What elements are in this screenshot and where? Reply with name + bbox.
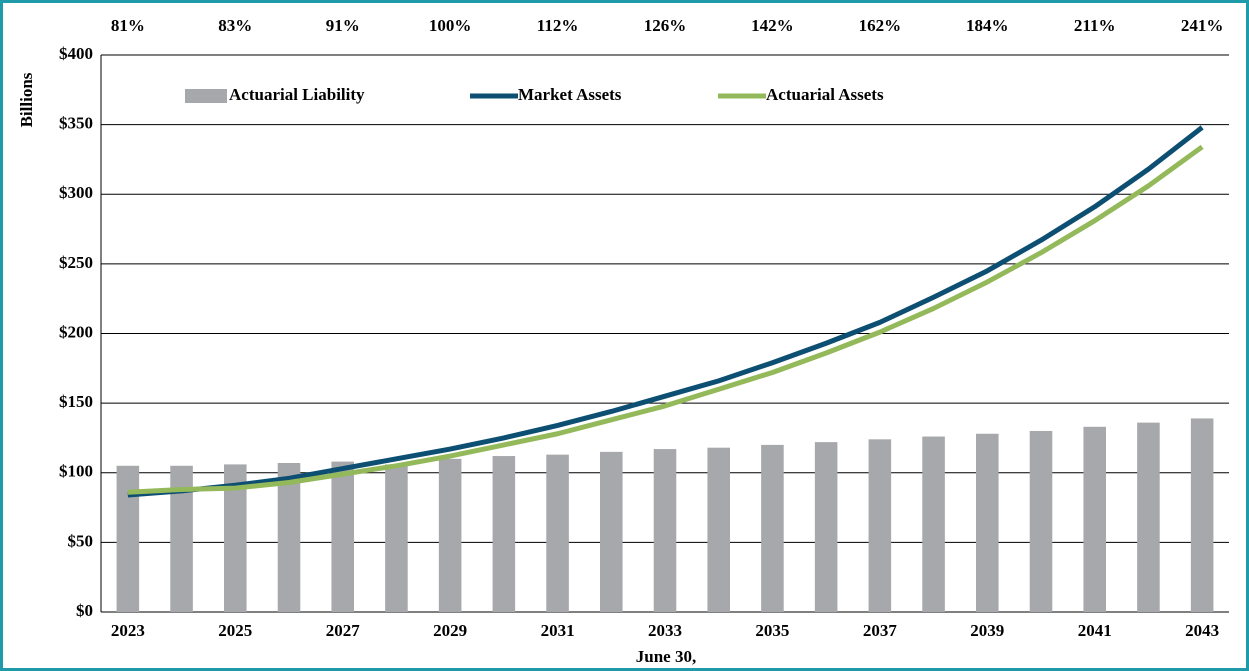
bar — [814, 442, 838, 612]
legend-label: Actuarial Liability — [229, 85, 365, 104]
bar — [546, 454, 569, 612]
x-tick-label: 2039 — [970, 621, 1004, 640]
x-tick-label: 2025 — [218, 621, 252, 640]
y-tick-label: $300 — [59, 183, 93, 202]
y-axis-title: Billions — [17, 72, 36, 127]
x-axis-title: June 30, — [636, 647, 696, 666]
x-tick-label: 2043 — [1185, 621, 1219, 640]
bar — [331, 461, 354, 612]
legend-swatch — [185, 89, 227, 103]
top-label: 81% — [111, 16, 145, 35]
top-label: 162% — [859, 16, 902, 35]
bar — [1190, 418, 1214, 612]
y-tick-label: $150 — [59, 392, 93, 411]
x-tick-label: 2035 — [755, 621, 789, 640]
top-label: 184% — [966, 16, 1009, 35]
bar — [277, 463, 301, 612]
top-label: 83% — [218, 16, 252, 35]
bar — [868, 439, 892, 612]
x-tick-label: 2029 — [433, 621, 467, 640]
bar — [438, 458, 462, 612]
top-label: 126% — [644, 16, 687, 35]
top-label: 142% — [751, 16, 794, 35]
x-tick-label: 2023 — [111, 621, 145, 640]
x-tick-label: 2037 — [863, 621, 898, 640]
x-tick-label: 2027 — [326, 621, 361, 640]
bar — [116, 465, 140, 612]
top-label: 211% — [1074, 16, 1116, 35]
bar — [707, 447, 730, 612]
bar — [600, 451, 623, 612]
top-label: 100% — [429, 16, 472, 35]
bar — [1137, 422, 1160, 612]
y-tick-label: $100 — [59, 462, 93, 481]
x-tick-label: 2031 — [541, 621, 575, 640]
bar — [1083, 426, 1106, 612]
y-tick-label: $400 — [59, 44, 93, 63]
legend-label: Actuarial Assets — [766, 85, 884, 104]
y-tick-label: $350 — [59, 114, 93, 133]
legend-label: Market Assets — [518, 85, 622, 104]
line — [127, 144, 1204, 495]
bar — [761, 444, 784, 612]
top-label: 91% — [326, 16, 360, 35]
y-tick-label: $50 — [68, 531, 94, 550]
x-tick-label: 2041 — [1078, 621, 1112, 640]
top-label: 112% — [537, 16, 579, 35]
bar — [653, 449, 677, 612]
y-tick-label: $0 — [76, 601, 93, 620]
top-label: 241% — [1181, 16, 1224, 35]
y-tick-label: $200 — [59, 322, 93, 341]
x-tick-label: 2033 — [648, 621, 682, 640]
bar — [224, 464, 247, 612]
bar — [922, 436, 945, 612]
line — [127, 125, 1204, 498]
bar — [170, 465, 193, 612]
y-tick-label: $250 — [59, 253, 93, 272]
bar — [385, 464, 408, 612]
bar — [976, 433, 999, 612]
bar — [1029, 430, 1053, 612]
bar — [492, 456, 516, 612]
